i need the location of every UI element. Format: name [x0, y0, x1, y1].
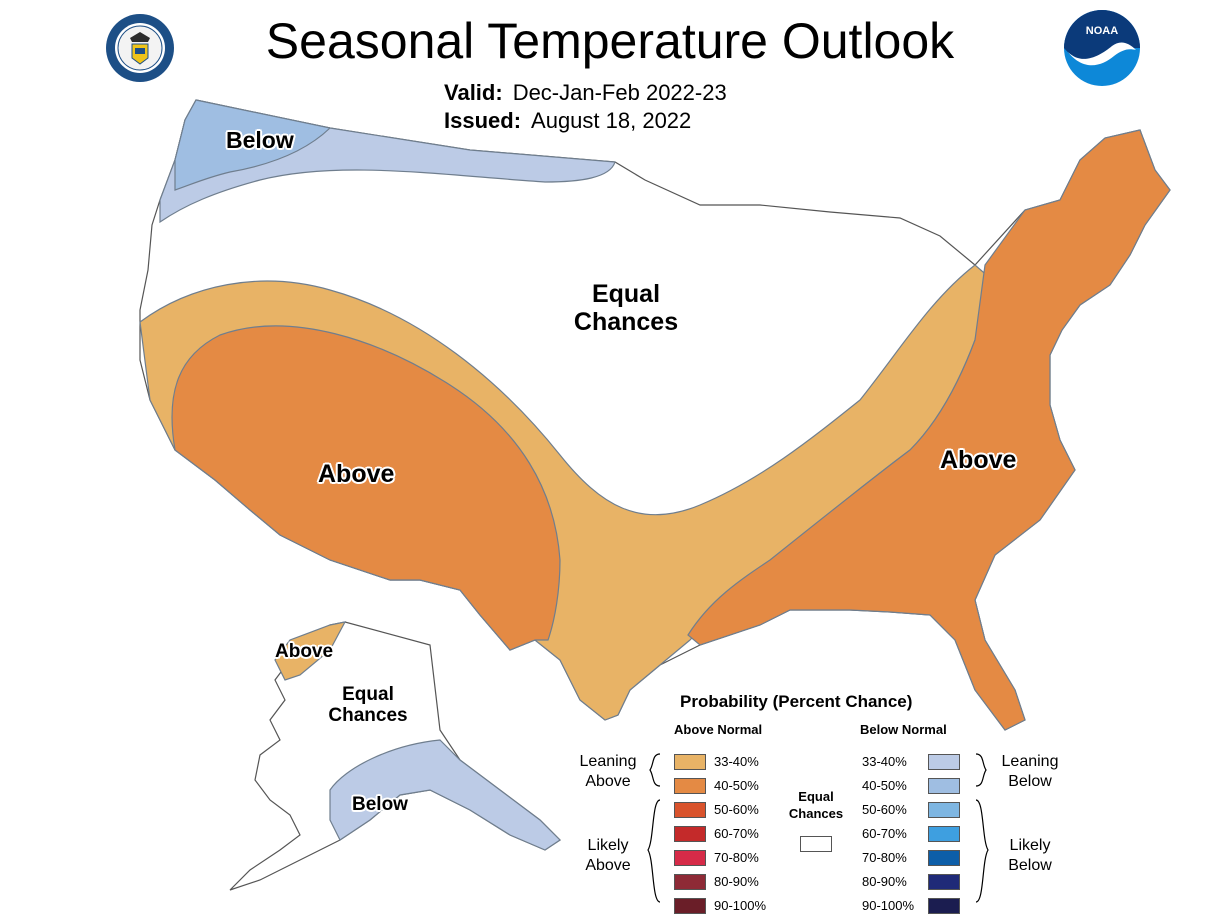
label-equal-line1: Equal	[591, 280, 661, 308]
legend-below-header: Below Normal	[860, 722, 947, 737]
legend-below-swatch	[928, 898, 960, 914]
svg-text:NOAA: NOAA	[1086, 25, 1118, 37]
legend-likely-below-line1: Likely	[1009, 837, 1051, 854]
legend-above-label: 33-40%	[714, 754, 759, 769]
legend-leaning-above-line1: Leaning	[579, 753, 637, 770]
legend-above-swatch	[674, 802, 706, 818]
legend-below-swatch	[928, 802, 960, 818]
legend-above-label: 80-90%	[714, 874, 759, 889]
legend-title: Probability (Percent Chance)	[680, 692, 913, 711]
legend-below-label: 80-90%	[862, 874, 907, 889]
label-below-alaska: Below	[352, 794, 408, 815]
legend-leaning-below-line2: Below	[1008, 773, 1052, 790]
issued-line: Issued: August 18, 2022	[444, 108, 691, 134]
below-40-50-washington	[174, 99, 332, 191]
valid-value: Dec-Jan-Feb 2022-23	[512, 80, 727, 105]
legend-equal-chances: Equal Chances	[782, 788, 850, 822]
legend-above-label: 60-70%	[714, 826, 759, 841]
legend-leaning-below: Leaning Below	[992, 752, 1068, 792]
label-ak-equal-line1: Equal	[342, 684, 394, 705]
legend-equal-line1: Equal	[798, 789, 834, 804]
legend-above-swatch	[674, 874, 706, 890]
above-40-50-southwest	[171, 325, 561, 651]
legend-below-swatch	[928, 874, 960, 890]
legend-above-label: 70-80%	[714, 850, 759, 865]
brace-leaning-above	[649, 753, 661, 787]
label-equal-chances-conus: Equal Chances	[566, 280, 686, 336]
legend-below-label: 90-100%	[862, 898, 915, 913]
brace-likely-below	[975, 799, 989, 903]
page-title: Seasonal Temperature Outlook	[265, 13, 955, 69]
noaa-logo-icon: NOAA	[1064, 10, 1140, 86]
legend-likely-below: Likely Below	[992, 836, 1068, 876]
legend-above-swatch	[674, 778, 706, 794]
alaska-below-33-40	[329, 739, 561, 851]
brace-likely-above	[647, 799, 661, 903]
valid-label: Valid:	[444, 80, 503, 105]
legend-leaning-below-line1: Leaning	[1001, 753, 1059, 770]
above-40-50-east	[687, 129, 1171, 731]
legend-above-swatch	[674, 898, 706, 914]
legend-below-swatch	[928, 826, 960, 842]
legend-below-label: 33-40%	[862, 754, 907, 769]
legend-leaning-above: Leaning Above	[570, 752, 646, 792]
legend-below-label: 60-70%	[862, 826, 907, 841]
legend-likely-below-line2: Below	[1008, 857, 1052, 874]
label-above-alaska: Above	[275, 641, 334, 662]
label-above-southwest: Above	[318, 460, 395, 488]
legend-above-swatch	[674, 754, 706, 770]
issued-value: August 18, 2022	[531, 108, 692, 133]
legend-above-swatch	[674, 850, 706, 866]
commerce-seal-icon	[106, 14, 174, 82]
legend-leaning-above-line2: Above	[585, 773, 631, 790]
label-above-east: Above	[940, 446, 1017, 474]
legend-above-label: 50-60%	[714, 802, 759, 817]
legend-below-label: 50-60%	[862, 802, 907, 817]
legend-below-swatch	[928, 754, 960, 770]
brace-leaning-below	[975, 753, 987, 787]
legend-equal-line2: Chances	[788, 806, 844, 821]
valid-line: Valid: Dec-Jan-Feb 2022-23	[444, 80, 727, 106]
issued-label: Issued:	[444, 108, 522, 133]
legend-likely-above-line2: Above	[585, 857, 631, 874]
legend-likely-above-line1: Likely	[587, 837, 629, 854]
legend-above-header: Above Normal	[674, 722, 763, 737]
legend: Probability (Percent Chance) Above Norma…	[560, 690, 1100, 915]
alaska-above-33-40	[274, 621, 347, 681]
legend-below-swatch	[928, 850, 960, 866]
legend-above-swatch	[674, 826, 706, 842]
legend-below-swatch	[928, 778, 960, 794]
label-ak-equal-line2: Chances	[328, 705, 408, 727]
legend-likely-above: Likely Above	[570, 836, 646, 876]
legend-below-label: 40-50%	[862, 778, 907, 793]
legend-equal-swatch	[800, 836, 832, 852]
legend-below-label: 70-80%	[862, 850, 907, 865]
legend-braces	[647, 753, 989, 903]
label-below-northwest: Below	[226, 127, 294, 153]
legend-above-label: 90-100%	[714, 898, 767, 913]
legend-above-label: 40-50%	[714, 778, 759, 793]
label-equal-chances-alaska: Equal Chances	[318, 684, 418, 727]
label-equal-line2: Chances	[573, 308, 679, 336]
